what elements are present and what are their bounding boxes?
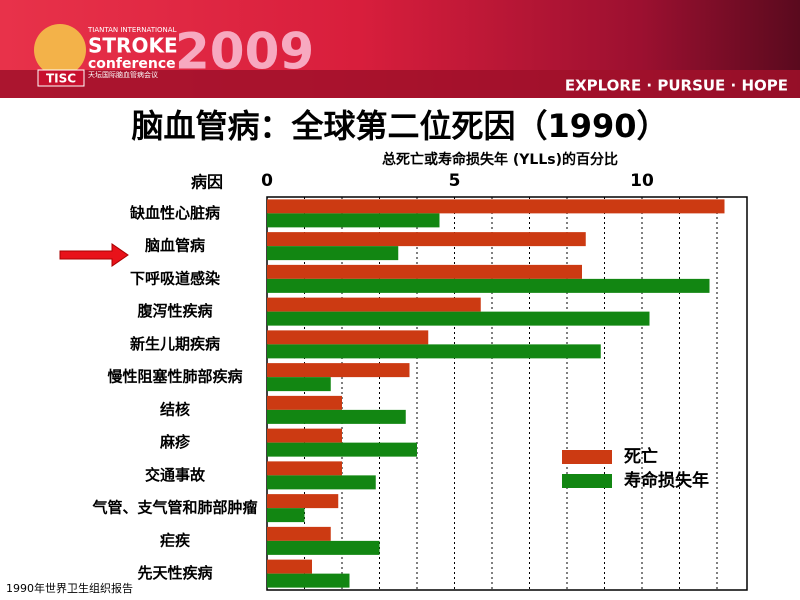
bar — [267, 508, 305, 523]
legend-swatch — [562, 450, 612, 464]
category-label: 下呼吸道感染 — [130, 269, 221, 287]
bar — [267, 395, 342, 410]
category-label: 气管、支气管和肺部肿瘤 — [91, 499, 257, 517]
bar — [267, 526, 331, 541]
bar — [267, 232, 586, 247]
legend-label: 寿命损失年 — [624, 470, 709, 491]
badge: TISC — [46, 72, 76, 86]
category-label: 脑血管病 — [145, 237, 205, 255]
org-cn: 天坛国际脑血管病会议 — [88, 70, 158, 79]
bar — [267, 377, 331, 392]
bar — [267, 540, 380, 555]
banner-strip — [0, 70, 800, 98]
category-label: 结核 — [160, 400, 190, 418]
bar — [267, 246, 399, 261]
category-label: 慢性阻塞性肺部疾病 — [107, 368, 242, 386]
bar — [267, 199, 725, 214]
category-label: 缺血性心脏病 — [129, 204, 220, 222]
bar — [267, 278, 710, 293]
x-tick-label: 0 — [261, 171, 273, 191]
bar — [267, 573, 350, 588]
bar — [267, 330, 429, 345]
bar — [267, 213, 440, 228]
category-label: 疟疾 — [160, 531, 191, 549]
slogan: EXPLORE · PURSUE · HOPE — [565, 77, 788, 95]
category-label: 交通事故 — [145, 466, 206, 484]
badge-box — [37, 69, 85, 87]
bar — [267, 311, 650, 326]
bar — [267, 461, 342, 476]
org-big: STROKE — [88, 34, 178, 58]
org-conf: conference — [88, 56, 176, 72]
category-label: 麻疹 — [159, 433, 191, 451]
chart-subtitle: 总死亡或寿命损失年 (YLLs)的百分比 — [382, 151, 618, 168]
chart-title: 脑血管病：全球第二位死因（1990） — [131, 107, 668, 145]
legend-label: 死亡 — [624, 446, 658, 467]
bar — [267, 428, 342, 443]
category-label: 先天性疾病 — [137, 564, 212, 582]
bar — [267, 297, 481, 312]
x-tick-label: 5 — [449, 171, 461, 191]
category-label: 新生儿期疾病 — [130, 335, 220, 353]
x-tick-label: 10 — [630, 171, 654, 191]
bar — [267, 344, 601, 359]
bar — [267, 264, 582, 279]
bar — [267, 363, 410, 378]
highlight-arrow — [59, 243, 129, 267]
category-header: 病因 — [191, 173, 223, 192]
bar — [267, 442, 417, 457]
org-small: TIANTAN INTERNATIONAL — [87, 26, 177, 34]
year: 2009 — [175, 23, 314, 81]
legend-swatch — [562, 474, 612, 488]
footer: 1990年世界卫生组织报告 — [6, 581, 133, 595]
category-label: 腹泻性疾病 — [137, 302, 212, 320]
logo-temple — [34, 24, 86, 76]
bar — [267, 409, 406, 424]
bar — [267, 559, 312, 574]
bar — [267, 494, 339, 509]
bar — [267, 475, 376, 490]
plot-frame — [266, 196, 748, 591]
